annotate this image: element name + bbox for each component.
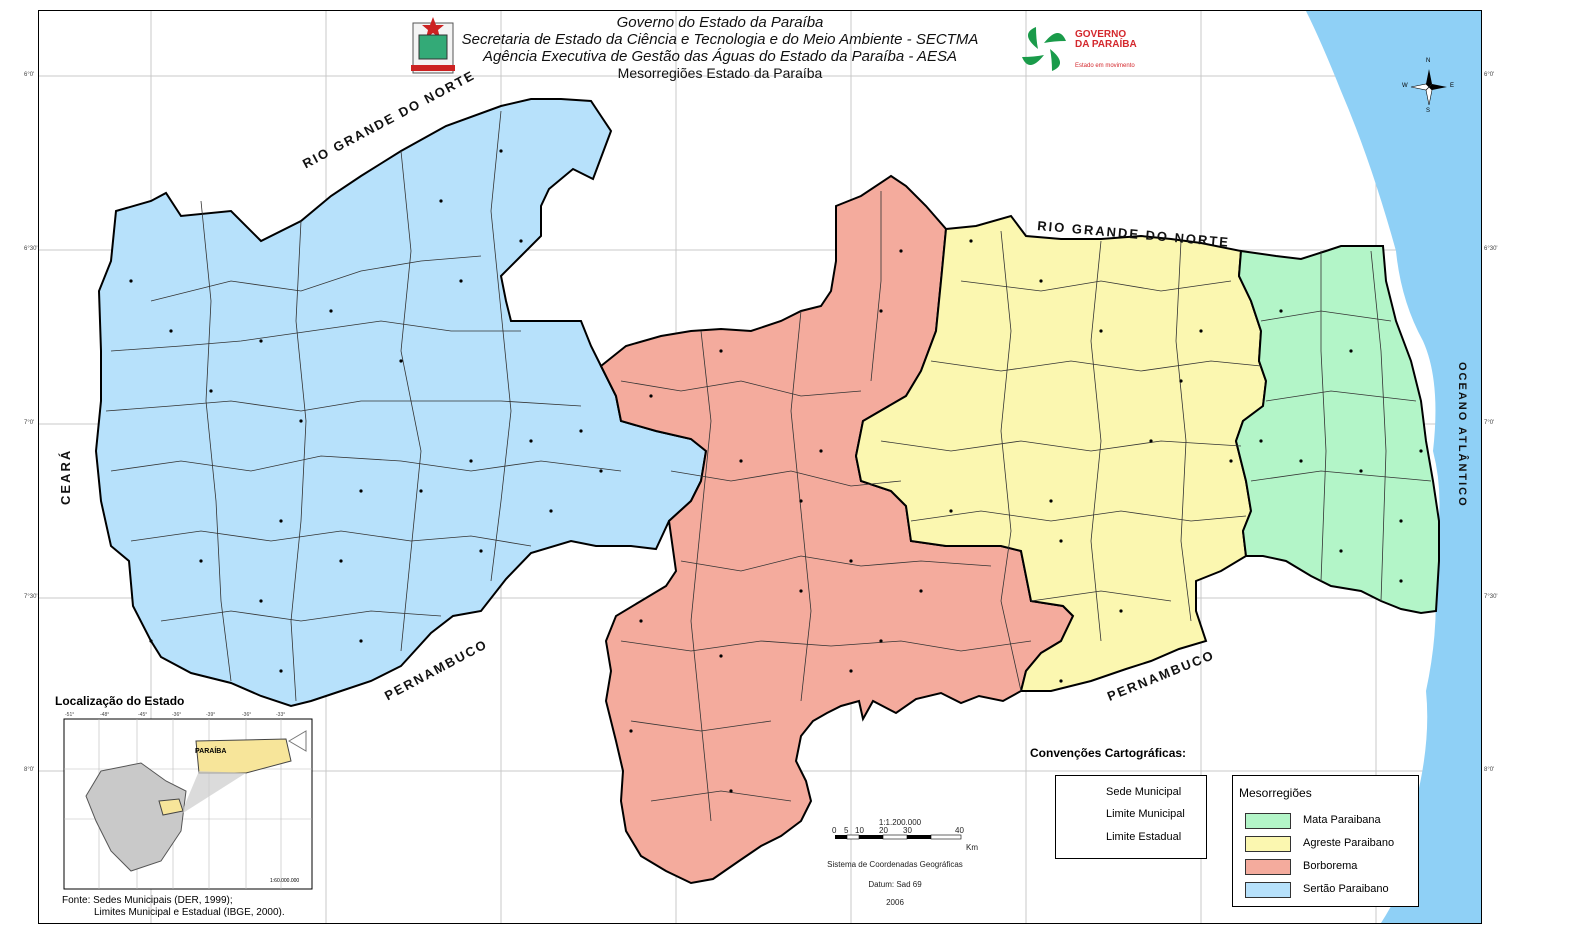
lat-label-right: 8°0' [1484, 767, 1495, 773]
scale-ratio: 1:1.200.000 [878, 818, 922, 827]
header-line-2: Secretaria de Estado da Ciência e Tecnol… [461, 31, 979, 48]
logo-slogan: Estado em movimento [1075, 63, 1135, 69]
label-ceara: CEARÁ [58, 448, 73, 505]
logo-line-1: GOVERNO [1075, 29, 1127, 40]
scale-unit: Km [966, 843, 978, 852]
state-coat-of-arms-icon [411, 17, 455, 74]
ocean-area [1306, 11, 1481, 923]
scale-tick: 20 [879, 826, 888, 835]
header-line-1: Governo do Estado da Paraíba [616, 14, 824, 31]
scale-bar-graphic [835, 834, 962, 840]
map-canvas [39, 11, 1481, 923]
lat-label: 7°0' [24, 420, 35, 426]
source-line-1: Fonte: Sedes Municipais (DER, 1999); [62, 895, 233, 906]
datum: Datum: Sad 69 [868, 880, 922, 889]
lat-label-right: 7°0' [1484, 420, 1495, 426]
conventions-legend: Sede Municipal Limite Municipal Limite E… [1055, 775, 1207, 859]
source-line-2: Limites Municipal e Estadual (IBGE, 2000… [94, 907, 285, 918]
logo-line-2: DA PARAÍBA [1075, 39, 1137, 50]
lat-label: 6°30' [24, 246, 38, 252]
location-inset-title: Localização do Estado [55, 694, 185, 708]
north-arrow-compass-icon [1410, 69, 1447, 106]
legend-label: Sertão Paraibano [1303, 883, 1389, 895]
lon-tick: -45° [138, 712, 148, 718]
scale-tick: 0 [832, 826, 837, 835]
compass-n: N [1426, 58, 1431, 64]
scale-tick: 10 [855, 826, 864, 835]
label-oceano-atlantico: OCEANO ATLÂNTICO [1456, 362, 1468, 508]
mesoregions-title: Mesorregiões [1239, 786, 1312, 800]
conventions-title: Convenções Cartográficas: [1030, 746, 1187, 760]
region-mata [1234, 245, 1440, 615]
map-frame [38, 10, 1482, 924]
municipal-seats [129, 149, 1423, 793]
compass-w: W [1402, 83, 1408, 89]
region-agreste [854, 214, 1268, 692]
compass-e: E [1450, 83, 1455, 89]
mesoregions-legend: Mesorregiões Mata Paraibana Agreste Para… [1232, 775, 1419, 907]
map-source: Fonte: Sedes Municipais (DER, 1999); Lim… [62, 895, 285, 919]
map-header: Governo do Estado da Paraíba Secretaria … [400, 14, 1040, 82]
legend-label: Borborema [1303, 860, 1358, 872]
lon-tick: -39° [206, 712, 216, 718]
pinwheel-logo-icon [1022, 27, 1066, 71]
legend-label: Agreste Paraibano [1303, 837, 1395, 849]
scale-tick: 30 [903, 826, 912, 835]
lon-tick: -36° [242, 712, 252, 718]
map-title: Mesorregiões Estado da Paraíba [617, 65, 823, 81]
lat-label: 7°30' [24, 594, 38, 600]
municipal-limits [105, 110, 1432, 822]
header-line-3: Agência Executiva de Gestão das Águas do… [483, 48, 957, 65]
scale-tick: 5 [844, 826, 849, 835]
legend-label: Limite Estadual [1106, 831, 1182, 843]
legend-label: Limite Municipal [1106, 808, 1185, 820]
lat-label-right: 6°0' [1484, 72, 1495, 78]
scale-tick: 40 [955, 826, 964, 835]
lon-tick: -36° [172, 712, 182, 718]
legend-swatch [1245, 836, 1291, 852]
map-year: 2006 [886, 898, 904, 907]
legend-swatch [1245, 882, 1291, 898]
legend-label: Mata Paraibana [1303, 814, 1381, 826]
lon-tick: -51° [65, 712, 75, 718]
region-sertao [94, 98, 708, 708]
location-inset-map [63, 718, 313, 890]
lon-tick: -33° [276, 712, 286, 718]
coordinate-system: Sistema de Coordenadas Geográficas [827, 860, 963, 869]
lat-label-right: 7°30' [1484, 594, 1498, 600]
lon-tick: -48° [100, 712, 110, 718]
legend-label: Sede Municipal [1106, 786, 1182, 798]
legend-swatch [1245, 859, 1291, 875]
inset-state-label: PARAÍBA [195, 748, 227, 755]
legend-swatch [1245, 813, 1291, 829]
lat-label: 6°0' [24, 72, 35, 78]
compass-s: S [1426, 108, 1431, 114]
lat-label: 8°0' [24, 767, 35, 773]
government-logo-text: GOVERNO DA PARAÍBA [1075, 30, 1137, 50]
inset-scale: 1:60.000.000 [270, 878, 300, 884]
lat-label-right: 6°30' [1484, 246, 1498, 252]
